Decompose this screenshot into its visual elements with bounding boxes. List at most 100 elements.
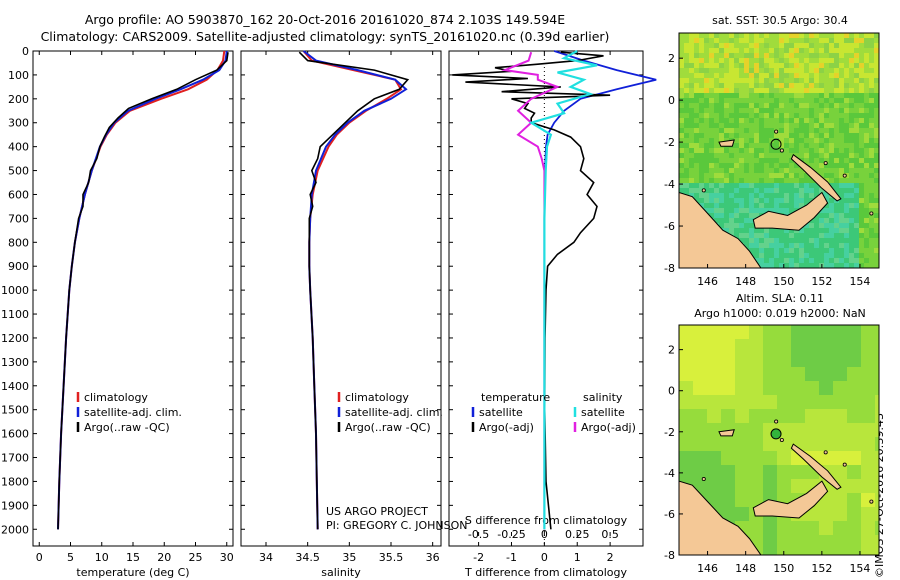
map-cell <box>874 208 879 213</box>
map-cell <box>824 223 829 228</box>
map-cell <box>739 123 744 128</box>
map-cell <box>684 83 689 88</box>
map-cell <box>777 325 791 339</box>
map-cell <box>739 218 744 223</box>
map-cell <box>684 103 689 108</box>
map-cell <box>684 133 689 138</box>
argo-float-marker[interactable] <box>770 138 782 150</box>
map-cell <box>689 143 694 148</box>
map-cell <box>794 38 799 43</box>
map-cell <box>809 108 814 113</box>
map-cell <box>709 73 714 78</box>
map-cell <box>699 198 704 203</box>
map-cell <box>764 248 769 253</box>
map-cell <box>735 465 749 479</box>
map-cell <box>739 228 744 233</box>
map-cell <box>804 238 809 243</box>
argo-float-marker[interactable] <box>770 428 782 440</box>
map-cell <box>679 118 684 123</box>
map-cell <box>829 158 834 163</box>
map-cell <box>869 203 874 208</box>
map-cell <box>689 153 694 158</box>
map-cell <box>824 208 829 213</box>
map-cell <box>684 168 689 173</box>
map-cell <box>854 88 859 93</box>
map-x-tick-label: 148 <box>735 562 756 575</box>
map-cell <box>849 203 854 208</box>
map-cell <box>769 73 774 78</box>
map-cell <box>833 395 847 409</box>
map-cell <box>754 148 759 153</box>
map-cell <box>769 123 774 128</box>
map-cell <box>739 63 744 68</box>
map-cell <box>734 53 739 58</box>
x-tick-label: 1 <box>574 551 581 564</box>
map-cell <box>869 243 874 248</box>
map-cell <box>744 153 749 158</box>
map-cell <box>704 48 709 53</box>
map-cell <box>699 103 704 108</box>
title-line-1: Argo profile: AO 5903870_162 20-Oct-2016… <box>84 12 566 27</box>
map-cell <box>684 153 689 158</box>
map-cell <box>864 33 869 38</box>
map-cell <box>704 203 709 208</box>
map-cell <box>819 148 824 153</box>
map-cell <box>729 193 734 198</box>
legend-sal-argo: Argo(..raw -QC) <box>345 421 431 434</box>
map-cell <box>839 103 844 108</box>
map-cell <box>734 153 739 158</box>
map-cell <box>739 168 744 173</box>
sla_map-panel <box>678 324 880 556</box>
map-cell <box>794 153 799 158</box>
map-cell <box>689 63 694 68</box>
map-cell <box>759 158 764 163</box>
map-cell <box>804 63 809 68</box>
land-manus <box>718 429 735 437</box>
map-cell <box>693 353 707 367</box>
map-cell <box>774 143 779 148</box>
map-cell <box>774 248 779 253</box>
x-tick-label: 15 <box>126 551 140 564</box>
map-cell <box>739 103 744 108</box>
map-cell <box>749 38 754 43</box>
x-tick-label: 30 <box>220 551 234 564</box>
map-cell <box>849 218 854 223</box>
map-cell <box>849 63 854 68</box>
s-tick-label: -0.5 <box>468 528 489 541</box>
map-cell <box>774 108 779 113</box>
map-cell <box>721 325 735 339</box>
map-cell <box>839 198 844 203</box>
map-cell <box>744 243 749 248</box>
map-cell <box>874 198 879 203</box>
map-cell <box>859 78 864 83</box>
map-cell <box>754 158 759 163</box>
map-cell <box>819 228 824 233</box>
map-cell <box>749 243 754 248</box>
map-cell <box>714 118 719 123</box>
map-cell <box>739 113 744 118</box>
map-cell <box>759 253 764 258</box>
map-cell <box>739 143 744 148</box>
map-cell <box>875 507 879 521</box>
map-cell <box>799 138 804 143</box>
map-cell <box>849 153 854 158</box>
map-cell <box>834 38 839 43</box>
map-cell <box>864 173 869 178</box>
map-cell <box>869 178 874 183</box>
map-cell <box>754 183 759 188</box>
map-cell <box>859 128 864 133</box>
map-cell <box>754 53 759 58</box>
map-cell <box>734 113 739 118</box>
map-cell <box>721 507 735 521</box>
map-cell <box>799 128 804 133</box>
map-cell <box>694 153 699 158</box>
map-cell <box>774 58 779 63</box>
map-cell <box>861 549 875 555</box>
map-cell <box>849 168 854 173</box>
map-cell <box>839 218 844 223</box>
map-cell <box>693 465 707 479</box>
map-cell <box>749 479 763 493</box>
map-cell <box>684 118 689 123</box>
map-cell <box>869 148 874 153</box>
map-cell <box>854 193 859 198</box>
